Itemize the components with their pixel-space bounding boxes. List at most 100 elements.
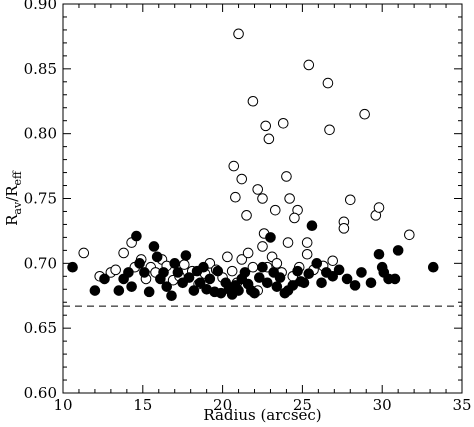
filled-data-point <box>333 264 345 276</box>
filled-data-point <box>392 245 404 256</box>
filled-data-point <box>257 261 268 273</box>
open-data-point <box>284 193 295 204</box>
filled-data-point <box>254 272 265 283</box>
y-tick-label: 0.90 <box>24 0 57 13</box>
open-data-point <box>338 223 350 234</box>
open-data-point <box>277 117 289 129</box>
filled-data-point <box>389 273 401 285</box>
filled-data-point <box>161 281 173 292</box>
y-tick-label: 0.70 <box>24 254 57 272</box>
filled-data-point <box>166 290 177 302</box>
filled-data-point <box>427 261 439 273</box>
open-data-point <box>263 133 275 145</box>
filled-data-point <box>89 285 101 296</box>
filled-data-point <box>198 261 209 273</box>
open-data-point <box>301 248 313 260</box>
open-data-point <box>303 59 315 71</box>
open-data-point <box>247 95 259 107</box>
filled-data-point <box>169 258 181 269</box>
filled-data-point <box>274 272 286 283</box>
axis-ticks <box>62 3 463 394</box>
filled-data-point <box>373 248 385 260</box>
filled-data-point <box>327 271 339 282</box>
y-axis-label-sub1: av <box>11 201 24 215</box>
filled-data-point <box>212 265 224 277</box>
filled-data-point <box>349 280 361 291</box>
open-data-point <box>233 28 244 40</box>
open-data-point <box>327 255 339 267</box>
open-data-point <box>222 251 233 263</box>
filled-data-point <box>172 267 184 278</box>
filled-data-point <box>316 277 327 289</box>
filled-data-point <box>67 261 78 273</box>
open-data-point <box>257 241 268 252</box>
filled-data-point <box>365 277 377 289</box>
axis-tick-labels: 10 15 20 25 30 35 0.60 0.65 0.70 0.75 0.80 0.85 0.90 <box>24 0 472 414</box>
filled-data-point <box>265 232 276 243</box>
filled-data-point <box>271 281 283 292</box>
x-tick-label: 30 <box>373 396 392 414</box>
open-data-point <box>252 184 264 195</box>
filled-data-point <box>194 277 206 289</box>
x-tick-label: 15 <box>133 396 152 414</box>
filled-data-point <box>261 277 273 289</box>
filled-data-point <box>341 273 353 285</box>
open-data-point <box>322 77 334 89</box>
filled-data-point <box>204 273 216 285</box>
y-axis-label-sub2: eff <box>11 170 24 186</box>
open-data-point <box>282 237 294 248</box>
open-data-point <box>271 258 283 269</box>
open-data-point <box>236 173 248 185</box>
filled-data-point <box>306 220 318 232</box>
open-data-point <box>324 124 335 136</box>
filled-data-point <box>143 286 155 298</box>
open-data-point <box>228 160 240 172</box>
filled-data-point <box>249 287 260 299</box>
open-data-point <box>344 194 356 206</box>
filled-data-point <box>131 230 142 242</box>
points-layer <box>67 28 439 302</box>
open-data-point <box>359 108 370 120</box>
filled-data-point <box>180 250 192 261</box>
open-data-point <box>289 212 300 224</box>
open-data-point <box>110 264 121 276</box>
filled-data-point <box>183 272 195 283</box>
x-tick-label: 25 <box>293 396 312 414</box>
y-tick-label: 0.60 <box>24 384 57 402</box>
filled-data-point <box>151 251 163 263</box>
filled-data-point <box>239 267 251 278</box>
filled-data-point <box>378 267 390 278</box>
y-tick-label: 0.65 <box>24 319 57 337</box>
open-data-point <box>178 259 190 270</box>
open-data-point <box>404 229 415 241</box>
x-axis-label: Radius (arcsec) <box>203 406 321 424</box>
open-data-point <box>281 171 292 182</box>
filled-data-point <box>134 258 145 269</box>
y-axis-label-main: R <box>3 214 21 226</box>
filled-data-point <box>303 268 315 280</box>
open-data-point <box>373 202 385 213</box>
open-data-point <box>226 265 238 277</box>
x-tick-label: 20 <box>213 396 232 414</box>
open-data-point <box>257 193 268 204</box>
open-data-point <box>260 120 271 132</box>
open-data-point <box>236 254 248 265</box>
open-data-point <box>118 247 129 259</box>
x-tick-label: 10 <box>53 396 72 414</box>
open-data-point <box>301 237 313 248</box>
filled-data-point <box>139 267 150 278</box>
filled-data-point <box>233 285 244 296</box>
filled-data-point <box>292 265 303 277</box>
filled-data-point <box>311 258 323 269</box>
open-data-point <box>230 191 241 203</box>
filled-data-point <box>158 267 169 278</box>
y-axis-label: Rav/Reff <box>3 170 24 226</box>
y-tick-label: 0.80 <box>24 125 57 143</box>
y-axis-label-slash: /R <box>3 185 21 202</box>
y-tick-label: 0.85 <box>24 60 57 78</box>
filled-data-point <box>123 267 134 278</box>
open-data-point <box>78 247 90 259</box>
filled-data-point <box>126 281 137 292</box>
filled-data-point <box>188 285 200 296</box>
